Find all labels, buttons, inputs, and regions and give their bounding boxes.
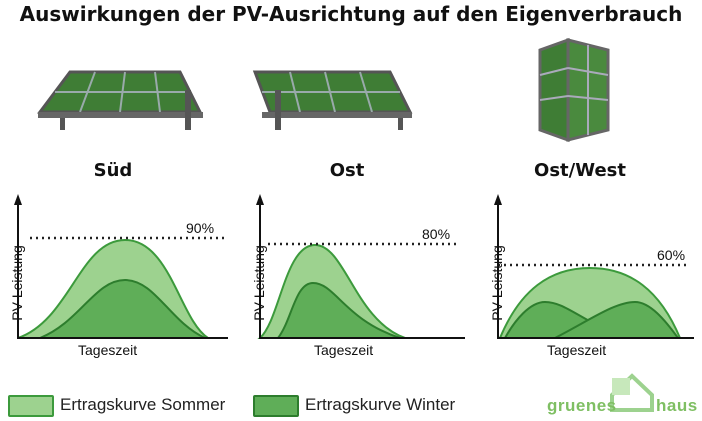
winter-curve-south — [39, 278, 206, 339]
percent-east: 80% — [422, 226, 451, 242]
legend-swatch-summer — [8, 395, 54, 417]
brand-logo-right: haus — [656, 396, 698, 415]
xlabel-south: Tageszeit — [78, 342, 138, 358]
ylabel-east: PV-Leistung — [251, 245, 267, 321]
legend-swatch-winter — [253, 395, 299, 417]
panel-title-east: Ost — [329, 160, 365, 181]
brand-logo-left: gruenes — [547, 396, 617, 415]
solar-panel-east-icon — [252, 70, 413, 130]
xlabel-east: Tageszeit — [314, 342, 374, 358]
panel-title-south: Süd — [93, 160, 133, 181]
ylabel-south: PV-Leistung — [9, 245, 25, 321]
panel-title-east-west: Ost/West — [534, 160, 626, 181]
ylabel-east-west: PV-Leistung — [489, 245, 505, 321]
winter-curve-east — [275, 281, 401, 339]
page-title: Auswirkungen der PV-Ausrichtung auf den … — [19, 2, 683, 26]
chart-east — [256, 194, 465, 339]
winter-curve-afternoon — [554, 300, 680, 339]
chart-east-west — [494, 194, 694, 339]
legend-label-summer: Ertragskurve Sommer — [60, 395, 226, 414]
solar-panel-east-west-icon — [538, 37, 610, 143]
legend-label-winter: Ertragskurve Winter — [305, 395, 456, 414]
percent-east-west: 60% — [657, 247, 686, 263]
xlabel-east-west: Tageszeit — [547, 342, 607, 358]
chart-south — [14, 194, 228, 339]
solar-panel-south-icon — [37, 70, 203, 130]
percent-south: 90% — [186, 220, 215, 236]
house-icon — [610, 373, 654, 412]
